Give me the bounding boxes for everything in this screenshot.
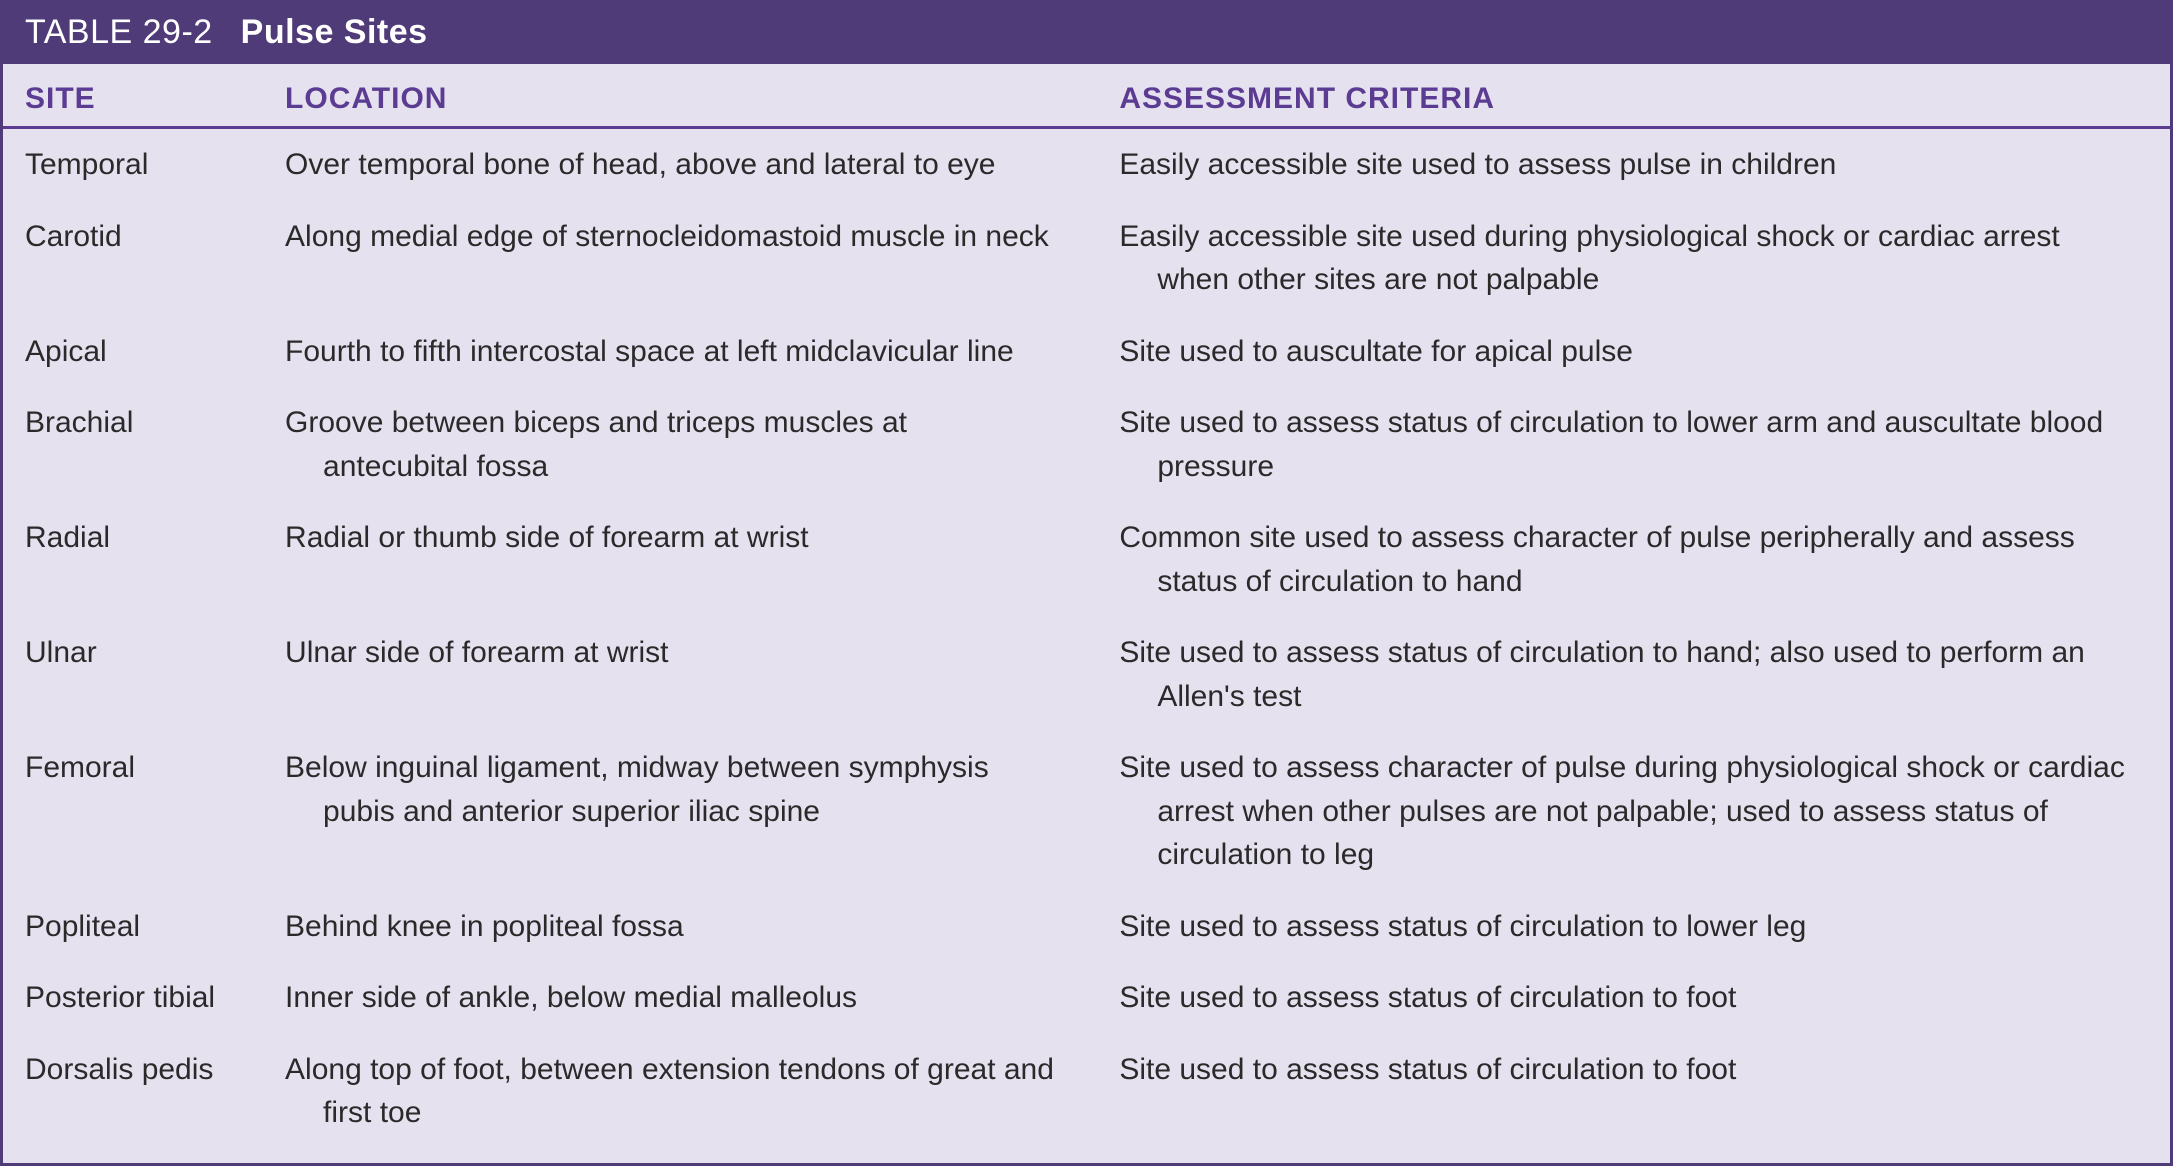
cell-location: Fourth to fifth intercostal space at lef… — [263, 316, 1097, 388]
cell-site: Dorsalis pedis — [3, 1034, 263, 1163]
cell-location: Radial or thumb side of forearm at wrist — [263, 502, 1097, 617]
table-row: Apical Fourth to fifth intercostal space… — [3, 316, 2170, 388]
cell-location: Groove between biceps and triceps muscle… — [263, 387, 1097, 502]
cell-location: Over temporal bone of head, above and la… — [263, 128, 1097, 201]
cell-site: Popliteal — [3, 891, 263, 963]
col-header-assessment: ASSESSMENT CRITERIA — [1097, 64, 2170, 128]
cell-assessment: Site used to auscultate for apical pulse — [1097, 316, 2170, 388]
cell-assessment: Site used to assess status of circulatio… — [1097, 962, 2170, 1034]
table-row: Posterior tibial Inner side of ankle, be… — [3, 962, 2170, 1034]
table-row: Carotid Along medial edge of sternocleid… — [3, 201, 2170, 316]
cell-assessment: Easily accessible site used to assess pu… — [1097, 128, 2170, 201]
cell-site: Carotid — [3, 201, 263, 316]
table-row: Popliteal Behind knee in popliteal fossa… — [3, 891, 2170, 963]
pulse-sites-table: TABLE 29-2 Pulse Sites SITE LOCATION ASS… — [0, 0, 2173, 1166]
table-body: Temporal Over temporal bone of head, abo… — [3, 128, 2170, 1163]
cell-assessment: Site used to assess status of circulatio… — [1097, 617, 2170, 732]
table-row: Dorsalis pedis Along top of foot, betwee… — [3, 1034, 2170, 1163]
table-row: Temporal Over temporal bone of head, abo… — [3, 128, 2170, 201]
table-row: Radial Radial or thumb side of forearm a… — [3, 502, 2170, 617]
cell-site: Temporal — [3, 128, 263, 201]
col-header-site: SITE — [3, 64, 263, 128]
table-row: Ulnar Ulnar side of forearm at wrist Sit… — [3, 617, 2170, 732]
cell-location: Below inguinal ligament, midway between … — [263, 732, 1097, 891]
cell-location: Ulnar side of forearm at wrist — [263, 617, 1097, 732]
col-header-location: LOCATION — [263, 64, 1097, 128]
table-row: Brachial Groove between biceps and trice… — [3, 387, 2170, 502]
cell-assessment: Common site used to assess character of … — [1097, 502, 2170, 617]
cell-location: Inner side of ankle, below medial malleo… — [263, 962, 1097, 1034]
cell-location: Behind knee in popliteal fossa — [263, 891, 1097, 963]
cell-location: Along medial edge of sternocleidomastoid… — [263, 201, 1097, 316]
cell-site: Femoral — [3, 732, 263, 891]
table-title: Pulse Sites — [241, 13, 428, 51]
table-title-bar: TABLE 29-2 Pulse Sites — [3, 3, 2170, 64]
cell-assessment: Site used to assess status of circulatio… — [1097, 1034, 2170, 1163]
cell-assessment: Site used to assess status of circulatio… — [1097, 387, 2170, 502]
cell-site: Apical — [3, 316, 263, 388]
cell-site: Posterior tibial — [3, 962, 263, 1034]
cell-assessment: Site used to assess character of pulse d… — [1097, 732, 2170, 891]
table-number: TABLE 29-2 — [25, 13, 213, 51]
table-row: Femoral Below inguinal ligament, midway … — [3, 732, 2170, 891]
column-header-row: SITE LOCATION ASSESSMENT CRITERIA — [3, 64, 2170, 128]
cell-assessment: Easily accessible site used during physi… — [1097, 201, 2170, 316]
cell-site: Radial — [3, 502, 263, 617]
cell-assessment: Site used to assess status of circulatio… — [1097, 891, 2170, 963]
cell-site: Brachial — [3, 387, 263, 502]
cell-site: Ulnar — [3, 617, 263, 732]
pulse-table: SITE LOCATION ASSESSMENT CRITERIA Tempor… — [3, 64, 2170, 1163]
cell-location: Along top of foot, between extension ten… — [263, 1034, 1097, 1163]
